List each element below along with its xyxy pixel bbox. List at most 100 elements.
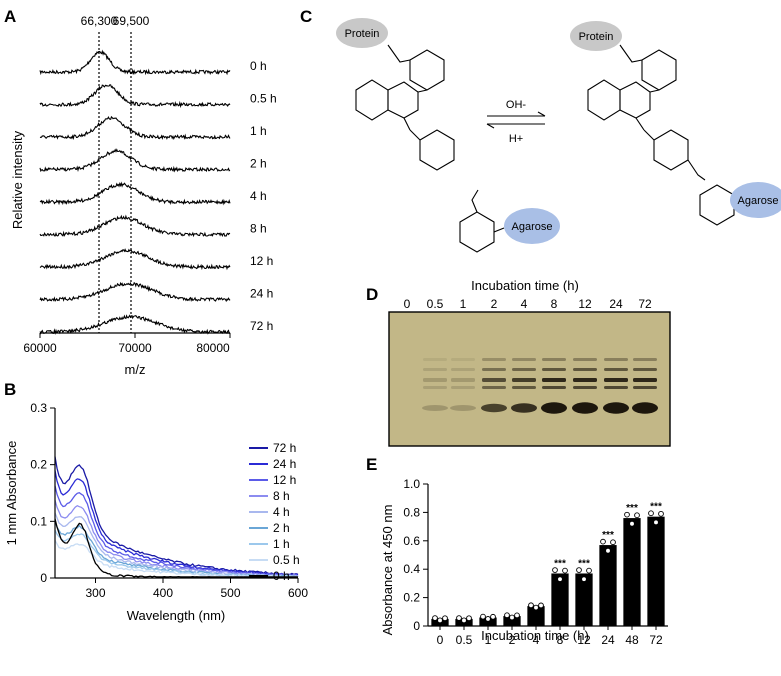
gel-lane-label: 4 (521, 297, 528, 311)
agarose-blob (730, 182, 781, 218)
data-point (624, 511, 630, 518)
significance-marker: *** (578, 558, 590, 569)
gel-band (422, 405, 448, 411)
panel-d-gel: Incubation time (h) 0 0.5 1 2 4 8 12 24 72 (388, 278, 671, 447)
panel-label-d: D (366, 285, 378, 304)
panel-e-ytick: 0.2 (403, 591, 420, 605)
legend-label: 12 h (273, 473, 296, 487)
panel-e-ytick: 0 (413, 619, 420, 633)
bond (387, 44, 411, 63)
data-point (552, 567, 558, 573)
spectrum-line (39, 115, 231, 141)
data-point (634, 512, 640, 519)
bond (417, 89, 428, 93)
panel-label-c: C (300, 7, 312, 26)
gel-band (423, 386, 447, 389)
data-point (562, 567, 568, 574)
data-point (658, 510, 664, 517)
data-point (514, 612, 520, 619)
data-point (600, 538, 606, 545)
bar (551, 573, 569, 626)
panel-e-xtick: 12 (577, 633, 591, 647)
gel-band (633, 358, 657, 361)
gel-band (603, 402, 629, 414)
data-point (504, 612, 510, 619)
ref-label-1: 66,300 (81, 14, 118, 28)
gel-lane-label: 8 (551, 297, 558, 311)
data-point (490, 613, 496, 620)
gel-band (512, 386, 536, 389)
absorbance-line (54, 456, 299, 576)
panel-a-spectra: 66,300 69,500 0 h 0.5 h 1 h 2 h 4 h 8 h 12 h 24… (10, 14, 277, 377)
spectrum-label: 2 h (250, 157, 267, 171)
absorbance-line (54, 500, 299, 578)
data-point (456, 615, 462, 621)
ring (387, 81, 419, 119)
spectrum-line (39, 248, 231, 271)
panel-b-xtick: 300 (85, 586, 105, 600)
spectrum-line (39, 214, 231, 238)
panel-c-text: Protein Protein Agarose Agarose OH- H+ (345, 28, 779, 233)
data-point (629, 520, 635, 527)
panel-e-ytick: 0.4 (403, 562, 420, 576)
gel-band (451, 386, 475, 389)
data-point (432, 615, 438, 621)
legend-label: 0.5 h (273, 553, 300, 567)
significance-marker: *** (626, 503, 638, 514)
gel-band (482, 358, 506, 361)
gel-lane-label: 0.5 (427, 297, 444, 311)
gel-band (542, 358, 566, 361)
data-point (538, 602, 544, 609)
legend-label: 4 h (273, 505, 290, 519)
legend-label: 8 h (273, 489, 290, 503)
spectrum-label: 0.5 h (250, 92, 277, 106)
data-point (437, 617, 443, 624)
data-point (461, 617, 467, 624)
gel-lane-label: 1 (460, 297, 467, 311)
panel-a-xtick: 60000 (23, 341, 57, 355)
panel-e-ylabel: Absorbance at 450 nm (380, 505, 395, 636)
gel-lane-label: 24 (609, 297, 623, 311)
gel-band (632, 402, 658, 414)
oh-label: OH- (506, 99, 527, 111)
gel-title: Incubation time (h) (471, 278, 579, 293)
spectrum-line (39, 314, 231, 336)
gel-band (573, 368, 597, 371)
panel-label-e: E (366, 455, 377, 474)
panel-a-xtick: 80000 (196, 341, 230, 355)
gel-band (633, 368, 657, 371)
protein-blob (336, 18, 388, 48)
bond (687, 159, 706, 181)
gel-band (633, 378, 657, 382)
agarose-blob (504, 208, 560, 244)
bond (649, 89, 660, 93)
bar (527, 606, 545, 626)
gel-lane-label: 12 (578, 297, 592, 311)
panel-label-a: A (4, 7, 16, 26)
ring (409, 49, 445, 91)
gel-lane-label: 2 (491, 297, 498, 311)
bar (575, 573, 593, 626)
panel-e-xtick: 4 (533, 633, 540, 647)
data-point (653, 519, 659, 526)
ring (699, 184, 735, 226)
bond (619, 44, 643, 63)
data-point (528, 602, 534, 609)
spectrum-label: 8 h (250, 222, 267, 236)
panel-b-absorbance: 0 0.1 0.2 0.3 300 400 500 600 Wavelength (nm) 1… (4, 401, 308, 623)
legend-label: 1 h (273, 537, 290, 551)
gel-band (604, 378, 628, 382)
gel-band (423, 368, 447, 371)
gel-band (451, 358, 475, 361)
spectrum-line (39, 84, 231, 109)
panel-e-xlabel: Incubation time (h) (481, 628, 589, 643)
legend-label: 2 h (273, 521, 290, 535)
bond (493, 227, 505, 233)
gel-band (604, 368, 628, 371)
ring (587, 79, 621, 121)
bond (643, 129, 655, 141)
panel-e-xtick: 72 (649, 633, 663, 647)
h-label: H+ (509, 133, 523, 145)
ring (419, 129, 455, 171)
